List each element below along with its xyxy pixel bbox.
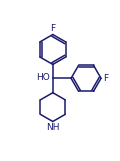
Text: HO: HO bbox=[36, 73, 49, 82]
Text: F: F bbox=[103, 74, 108, 83]
Text: NH: NH bbox=[46, 123, 60, 132]
Text: F: F bbox=[50, 24, 55, 33]
